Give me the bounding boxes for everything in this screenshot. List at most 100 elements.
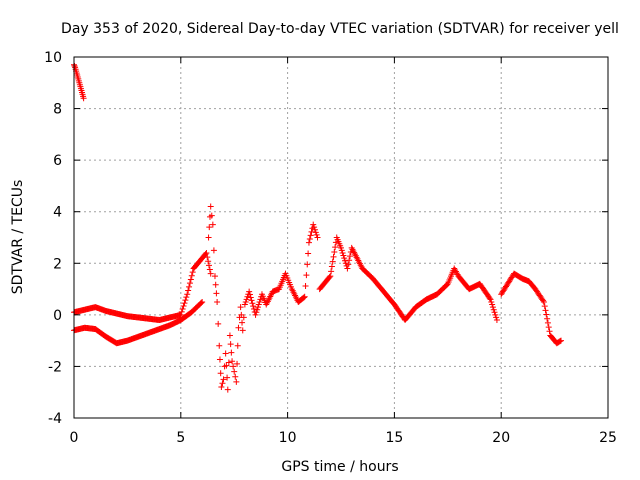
- data-point: [218, 384, 225, 391]
- data-point-interp: [492, 311, 499, 318]
- data-point-interp: [546, 328, 553, 335]
- data-point: [493, 317, 500, 324]
- data-point: [229, 358, 236, 365]
- data-point-interp: [227, 341, 234, 348]
- data-point-interp: [287, 283, 294, 290]
- data-point-interp: [210, 247, 217, 254]
- data-point-interp: [205, 258, 212, 265]
- y-tick-label: 0: [53, 308, 62, 324]
- y-tick-label: 2: [53, 256, 62, 272]
- data-point-interp: [556, 338, 563, 345]
- data-point-interp: [257, 296, 264, 303]
- data-point-interp: [186, 280, 193, 287]
- data-point: [214, 298, 221, 305]
- data-point-interp: [213, 290, 220, 297]
- data-point: [216, 342, 223, 349]
- data-point-interp: [183, 294, 190, 301]
- data-point-interp: [249, 300, 256, 307]
- data-point: [241, 301, 248, 308]
- data-point-interp: [489, 304, 496, 311]
- data-point-interp: [339, 249, 346, 256]
- data-point-interp: [312, 229, 319, 236]
- x-axis-label: GPS time / hours: [281, 459, 398, 475]
- data-point-interp: [541, 303, 548, 310]
- data-point-interp: [187, 276, 194, 283]
- data-point: [310, 221, 317, 228]
- data-point-interp: [206, 266, 213, 273]
- data-point-interp: [246, 291, 253, 298]
- x-tick-label: 15: [385, 430, 403, 446]
- data-point-interp: [254, 306, 261, 313]
- data-point-interp: [215, 320, 222, 327]
- data-point-interp: [443, 282, 450, 289]
- data-point-interp: [239, 319, 246, 326]
- data-point: [252, 311, 259, 318]
- data-point: [220, 376, 227, 383]
- data-point-interp: [331, 249, 338, 256]
- data-point-interp: [329, 258, 336, 265]
- x-axis-ticks: 0 5 10 15 20 25: [70, 57, 617, 446]
- chart-title: Day 353 of 2020, Sidereal Day-to-day VTE…: [61, 21, 619, 37]
- data-point-interp: [176, 312, 183, 319]
- data-point-interp: [491, 309, 498, 316]
- data-point-interp: [311, 226, 318, 233]
- data-point-interp: [74, 73, 81, 80]
- data-point-interp: [206, 224, 213, 231]
- data-point-interp: [198, 299, 205, 306]
- data-point-interp: [557, 338, 564, 345]
- data-point-interp: [217, 370, 224, 377]
- data-point-interp: [71, 63, 78, 70]
- data-point: [246, 288, 253, 295]
- data-point-interp: [488, 298, 495, 305]
- data-point: [344, 265, 351, 272]
- data-point-interp: [539, 296, 546, 303]
- data-point-interp: [326, 274, 333, 281]
- x-tick-label: 10: [279, 430, 297, 446]
- data-point-interp: [228, 349, 235, 356]
- data-point: [222, 350, 229, 357]
- data-point-interp: [545, 324, 552, 331]
- data-point-interp: [313, 231, 320, 238]
- y-tick-label: 6: [53, 153, 62, 169]
- data-point-interp: [342, 257, 349, 264]
- data-point-interp: [306, 236, 313, 243]
- data-point-interp: [346, 257, 353, 264]
- data-point-interp: [208, 212, 215, 219]
- data-point-interp: [489, 301, 496, 308]
- data-point-interp: [77, 85, 84, 92]
- data-points: [71, 61, 565, 393]
- data-point: [207, 203, 214, 210]
- data-point-interp: [80, 93, 87, 100]
- data-point: [235, 324, 242, 331]
- data-point-interp: [247, 294, 254, 301]
- data-point-interp: [300, 295, 307, 302]
- data-point-interp: [202, 251, 209, 258]
- data-point-interp: [76, 81, 83, 88]
- data-point-interp: [345, 261, 352, 268]
- data-point-interp: [79, 89, 86, 96]
- data-point-interp: [338, 247, 345, 254]
- data-point-interp: [195, 259, 202, 266]
- data-point-interp: [224, 374, 231, 381]
- data-point-interp: [311, 224, 318, 231]
- data-point-interp: [230, 363, 237, 370]
- data-point-interp: [73, 70, 80, 77]
- data-point: [239, 327, 246, 334]
- data-point-interp: [341, 255, 348, 262]
- data-point-interp: [300, 294, 307, 301]
- x-tick-label: 20: [492, 430, 510, 446]
- data-point-interp: [486, 295, 493, 302]
- data-point-interp: [179, 305, 186, 312]
- data-point-interp: [186, 283, 193, 290]
- data-point-interp: [250, 306, 257, 313]
- data-point: [314, 234, 321, 241]
- data-point-interp: [212, 281, 219, 288]
- data-point-interp: [503, 283, 510, 290]
- y-axis-label: SDTVAR / TECUs: [10, 180, 26, 295]
- data-point-interp: [328, 268, 335, 275]
- data-point: [205, 234, 212, 241]
- data-point-interp: [185, 287, 192, 294]
- data-point-interp: [307, 232, 314, 239]
- data-point-interp: [197, 300, 204, 307]
- data-point-interp: [255, 301, 262, 308]
